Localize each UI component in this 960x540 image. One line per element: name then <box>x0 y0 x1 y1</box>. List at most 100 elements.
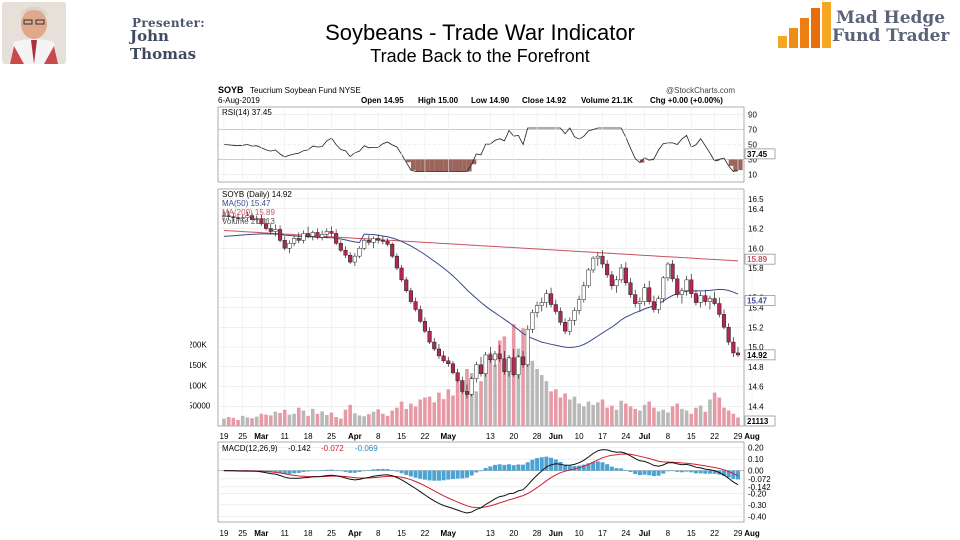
macd-histogram-bar <box>418 470 423 479</box>
x-tick-label: Jul <box>639 432 651 441</box>
presenter-name: John Thomas <box>130 27 197 63</box>
x-tick-label: 22 <box>420 529 429 538</box>
candle-body <box>427 330 432 343</box>
macd-histogram-bar <box>703 470 708 474</box>
candle-body <box>521 356 526 366</box>
candle-body <box>446 360 451 365</box>
presenter-block: Presenter: John Thomas <box>0 0 240 66</box>
candle-body <box>572 310 577 321</box>
macd-histogram-bar <box>413 470 418 478</box>
candle-body <box>497 353 502 360</box>
volume-last-label: 21113 <box>747 417 769 426</box>
volume-bar <box>404 408 409 426</box>
macd-tick-label: -0.40 <box>748 512 767 521</box>
x-tick-label: 20 <box>509 529 518 538</box>
rsi-tick-label: 30 <box>748 156 757 165</box>
x-tick-label: Mar <box>254 529 268 538</box>
candle-body <box>231 216 236 218</box>
volume-bar <box>250 418 254 426</box>
candle-body <box>226 215 231 217</box>
rsi-tick-label: 50 <box>748 141 757 150</box>
x-tick-label: 25 <box>238 529 247 538</box>
quote-high: High 15.00 <box>418 96 459 105</box>
ma50-last-label-box <box>744 295 776 306</box>
chart-name: Teucrium Soybean Fund NYSE <box>250 86 361 95</box>
macd-histogram-bar <box>721 470 726 476</box>
macd-histogram-bar <box>567 465 572 471</box>
candle-body <box>404 279 409 291</box>
candle-body <box>390 244 395 257</box>
rsi-last-label: 37.45 <box>747 150 768 159</box>
macd-histogram-bar <box>320 470 325 471</box>
macd-histogram-bar <box>399 470 404 474</box>
quote-close: Close 14.92 <box>522 96 567 105</box>
candle-body <box>707 298 713 302</box>
candle-body <box>595 255 600 259</box>
macd-histogram-bar <box>348 470 353 473</box>
macd-histogram-bar <box>278 470 283 474</box>
macd-signal-value: -0.072 <box>321 444 344 453</box>
volume-bar <box>666 412 670 426</box>
volume-bar <box>376 409 380 426</box>
volume-bar <box>371 411 376 426</box>
x-tick-label: 15 <box>687 432 696 441</box>
volume-bar <box>553 389 558 426</box>
candle-body <box>731 341 736 354</box>
candle-body <box>735 352 741 356</box>
volume-bar <box>652 407 656 426</box>
x-tick-label: 25 <box>327 529 336 538</box>
macd-histogram-bar <box>619 468 624 471</box>
macd-histogram-bar <box>380 468 385 471</box>
candle-body <box>535 305 540 313</box>
candle-body <box>273 229 278 232</box>
volume-bar <box>236 419 240 426</box>
volume-bar <box>619 400 623 426</box>
candle-body <box>586 269 591 287</box>
macd-histogram-bar <box>385 469 390 471</box>
volume-bar <box>633 408 637 426</box>
macd-histogram-bar <box>549 457 554 471</box>
volume-bar <box>441 399 446 426</box>
macd-histogram-bar <box>628 470 633 473</box>
x-tick-label: 8 <box>376 529 381 538</box>
macd-histogram-bar <box>736 470 740 480</box>
rsi-panel: RSI(14) 37.45 90 70 50 30 10 <box>217 106 757 183</box>
macd-panel: MACD(12,26,9) -0.142 -0.072 -0.069 0.20 0… <box>217 441 771 523</box>
volume-bar <box>563 393 567 426</box>
macd-histogram-bar <box>273 470 278 473</box>
candle-body <box>656 298 661 310</box>
macd-histogram-bar <box>544 456 549 471</box>
candle-body <box>511 357 516 375</box>
macd-histogram-bar <box>670 470 675 472</box>
macd-histogram-bar <box>507 464 512 471</box>
volume-bar <box>614 409 619 426</box>
candle-body <box>254 218 259 220</box>
macd-histogram-bar <box>329 469 334 471</box>
legend-volume: Volume 21,113 <box>222 217 275 226</box>
ma200-last-label: 15.89 <box>747 255 768 264</box>
volume-bar <box>591 404 595 426</box>
volume-bar <box>736 417 740 426</box>
volume-bar <box>549 391 553 426</box>
presenter-photo <box>2 2 66 64</box>
volume-bar <box>488 352 493 426</box>
ma50-last-label: 15.47 <box>747 297 768 306</box>
candle-body <box>278 229 283 241</box>
price-tick-label: 15.4 <box>748 304 764 313</box>
volume-bar <box>343 409 348 426</box>
candle-body <box>684 279 689 291</box>
volume-bar <box>483 360 488 426</box>
candle-body <box>651 301 656 310</box>
macd-histogram-bar <box>390 470 395 471</box>
macd-histogram-bar <box>535 458 540 471</box>
macd-histogram-bar <box>422 470 427 480</box>
candle-body <box>362 240 367 249</box>
volume-bar <box>268 415 273 426</box>
price-tick-label: 15.0 <box>748 343 764 352</box>
macd-histogram-bar <box>376 468 381 471</box>
macd-tick-label: -0.20 <box>748 489 767 498</box>
volume-bar <box>254 416 259 426</box>
candle-body <box>474 364 479 379</box>
candle-body <box>469 378 474 395</box>
volume-bar <box>507 356 511 426</box>
